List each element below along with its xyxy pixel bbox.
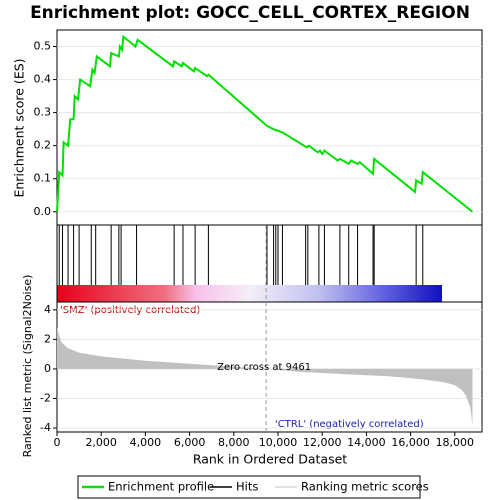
legend-label: Enrichment profile <box>108 480 214 494</box>
y-tick-label: 0.4 <box>34 73 52 86</box>
y-tick-label: -4 <box>40 421 51 434</box>
x-tick-label: 0 <box>54 436 61 449</box>
y-tick-label: 2 <box>44 332 51 345</box>
pos-label: 'SMZ' (positively correlated) <box>60 305 200 316</box>
chart-title: Enrichment plot: GOCC_CELL_CORTEX_REGION <box>30 3 470 23</box>
y-tick-label: 0.5 <box>34 40 52 53</box>
x-tick-label: 6,000 <box>174 436 206 449</box>
zero-cross-label: Zero cross at 9461 <box>217 362 311 373</box>
legend-label: Hits <box>236 480 258 494</box>
x-tick-label: 12,000 <box>303 436 342 449</box>
color-bar <box>57 285 442 302</box>
y-tick-label: -2 <box>40 391 51 404</box>
metric-area <box>57 327 473 426</box>
y-tick-label: 0.3 <box>34 106 52 119</box>
legend-label: Ranking metric scores <box>301 480 429 494</box>
legend <box>77 475 421 499</box>
es-line <box>56 34 474 213</box>
neg-label: 'CTRL' (negatively correlated) <box>275 419 424 430</box>
x-tick-label: 18,000 <box>436 436 475 449</box>
y-tick-label: 0.0 <box>34 205 52 218</box>
y-tick-label: 4 <box>44 303 51 316</box>
x-tick-label: 10,000 <box>259 436 298 449</box>
y-tick-label: 0.1 <box>34 172 52 185</box>
x-tick-label: 14,000 <box>347 436 386 449</box>
x-tick-label: 16,000 <box>391 436 430 449</box>
x-axis-label: Rank in Ordered Dataset <box>193 452 347 467</box>
x-tick-label: 2,000 <box>85 436 117 449</box>
y-axis-label: Enrichment score (ES) <box>12 58 27 197</box>
x-tick-label: 4,000 <box>130 436 162 449</box>
y-axis-label: Ranked list metric (Signal2Noise) <box>21 275 34 458</box>
x-tick-label: 8,000 <box>218 436 250 449</box>
y-tick-label: 0.2 <box>34 139 52 152</box>
y-tick-label: 0 <box>44 362 51 375</box>
